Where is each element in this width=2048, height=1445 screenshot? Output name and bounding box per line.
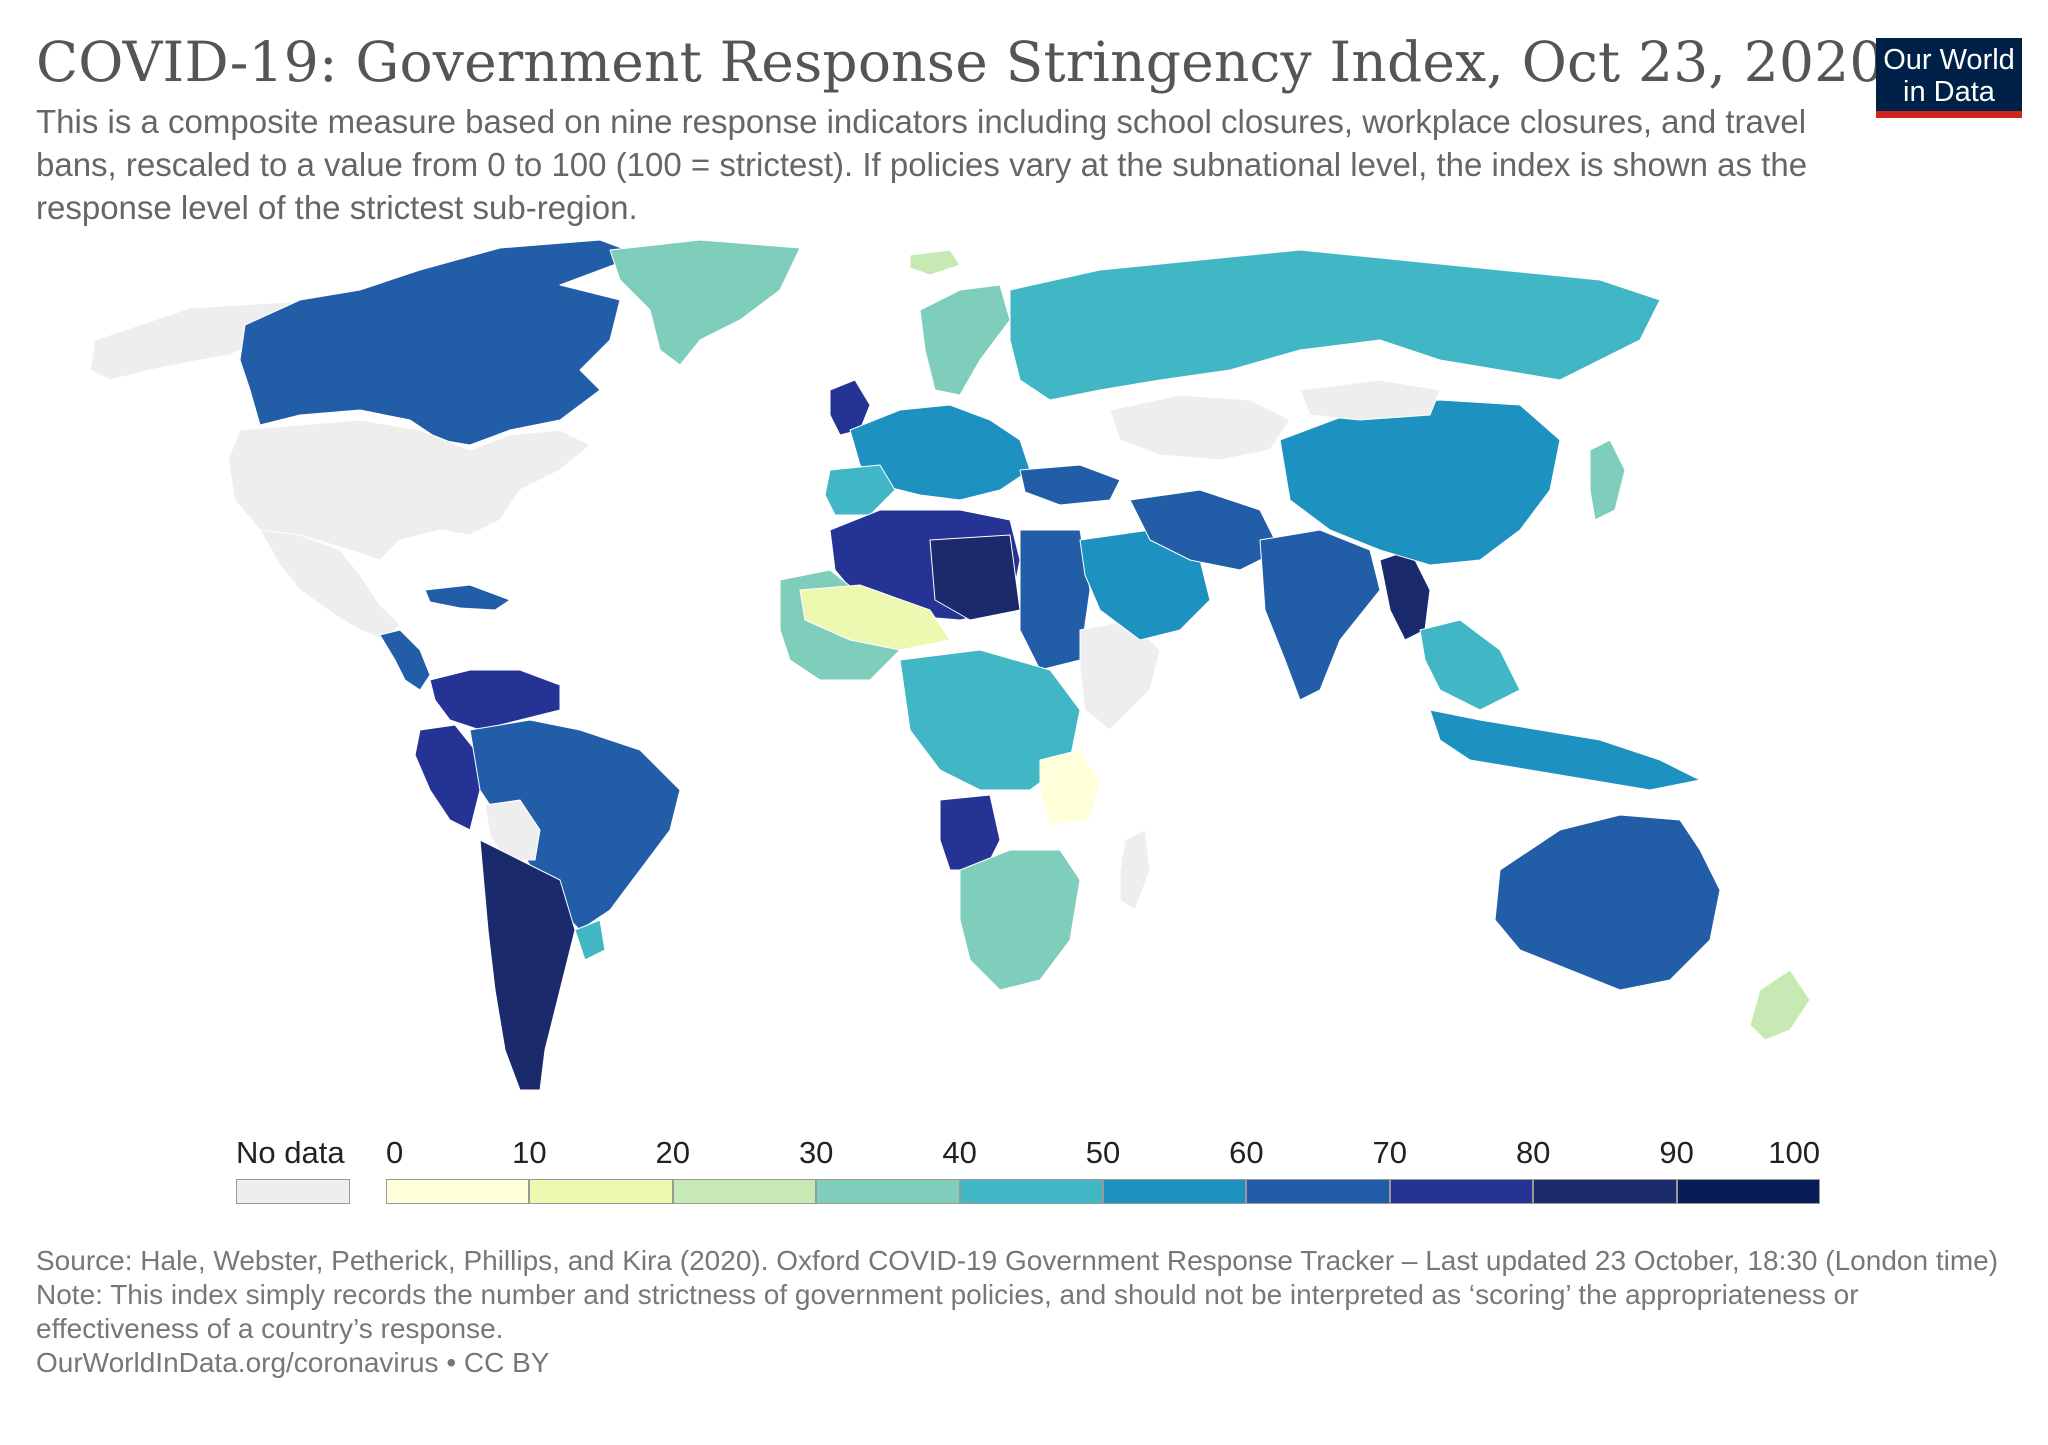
region-iran[interactable]: [1129, 489, 1281, 571]
legend-bin[interactable]: [1676, 1179, 1820, 1204]
footer-url: OurWorldInData.org/coronavirus • CC BY: [36, 1347, 550, 1378]
region-new-zealand[interactable]: [1749, 969, 1811, 1041]
legend-tick-label: 30: [798, 1135, 834, 1170]
legend-tick-label: 0: [386, 1135, 404, 1170]
footer: Source: Hale, Webster, Petherick, Philli…: [36, 1244, 2016, 1380]
legend-tick-label: 70: [1372, 1135, 1408, 1170]
legend-tick-label: 90: [1659, 1135, 1694, 1170]
legend-bin[interactable]: [1389, 1179, 1534, 1204]
region-indonesia[interactable]: [1429, 709, 1701, 791]
region-colombia-venezuela[interactable]: [429, 669, 561, 731]
legend-bin[interactable]: [1103, 1179, 1247, 1204]
region-canada[interactable]: [239, 239, 641, 446]
region-sahel[interactable]: [799, 584, 951, 651]
region-iberia[interactable]: [824, 464, 896, 516]
legend-tick-label: 100: [1768, 1135, 1820, 1170]
region-russia[interactable]: [1009, 249, 1661, 401]
page-title: COVID-19: Government Response Stringency…: [36, 30, 1885, 94]
page-subtitle: This is a composite measure based on nin…: [36, 103, 1808, 226]
legend-no-data-swatch: [236, 1179, 350, 1204]
region-turkey[interactable]: [1019, 464, 1121, 506]
region-alaska[interactable]: [89, 301, 301, 381]
legend-bin[interactable]: [959, 1179, 1103, 1204]
legend-tick-label: 60: [1229, 1135, 1264, 1170]
region-argentina-chile[interactable]: [479, 839, 576, 1091]
legend-bin[interactable]: [1246, 1179, 1390, 1204]
legend-no-data-label: No data: [236, 1135, 345, 1170]
region-tanzania[interactable]: [1039, 749, 1101, 826]
legend-bin[interactable]: [1533, 1179, 1677, 1204]
logo-line-2: in Data: [1903, 76, 1995, 108]
region-iceland[interactable]: [909, 249, 961, 276]
region-uruguay[interactable]: [574, 919, 606, 961]
legend-bin[interactable]: [386, 1179, 530, 1204]
footer-note: Note: This index simply records the numb…: [36, 1279, 1859, 1344]
region-libya[interactable]: [929, 534, 1021, 621]
region-peru[interactable]: [414, 724, 481, 831]
region-bolivia[interactable]: [484, 799, 541, 861]
region-kazakhstan[interactable]: [1109, 394, 1291, 461]
legend-tick-label: 20: [655, 1135, 691, 1170]
legend-bin[interactable]: [816, 1179, 960, 1204]
region-australia[interactable]: [1494, 814, 1721, 991]
world-map[interactable]: [0, 230, 2048, 1110]
owid-logo[interactable]: Our World in Data: [1876, 38, 2022, 118]
footer-source: Source: Hale, Webster, Petherick, Philli…: [36, 1245, 1999, 1276]
region-central-america[interactable]: [379, 629, 431, 691]
region-scandinavia[interactable]: [919, 284, 1011, 396]
legend-bin[interactable]: [529, 1179, 673, 1204]
legend-bin[interactable]: [672, 1179, 817, 1204]
legend-tick-label: 50: [1085, 1135, 1121, 1170]
country-shapes: [89, 239, 1811, 1091]
region-china[interactable]: [1279, 399, 1561, 566]
region-greenland[interactable]: [609, 239, 801, 366]
legend-tick-label: 10: [512, 1135, 547, 1170]
region-caribbean[interactable]: [424, 584, 511, 611]
region-india[interactable]: [1259, 529, 1381, 701]
region-japan[interactable]: [1589, 439, 1626, 521]
region-mongolia[interactable]: [1299, 379, 1441, 421]
region-southeast-asia[interactable]: [1419, 619, 1521, 711]
legend-tick-label: 40: [942, 1135, 977, 1170]
region-southern-africa[interactable]: [959, 849, 1081, 991]
region-madagascar[interactable]: [1119, 829, 1151, 911]
legend-tick-label: 80: [1515, 1135, 1551, 1170]
logo-line-1: Our World: [1883, 44, 2015, 76]
region-myanmar[interactable]: [1379, 549, 1431, 641]
